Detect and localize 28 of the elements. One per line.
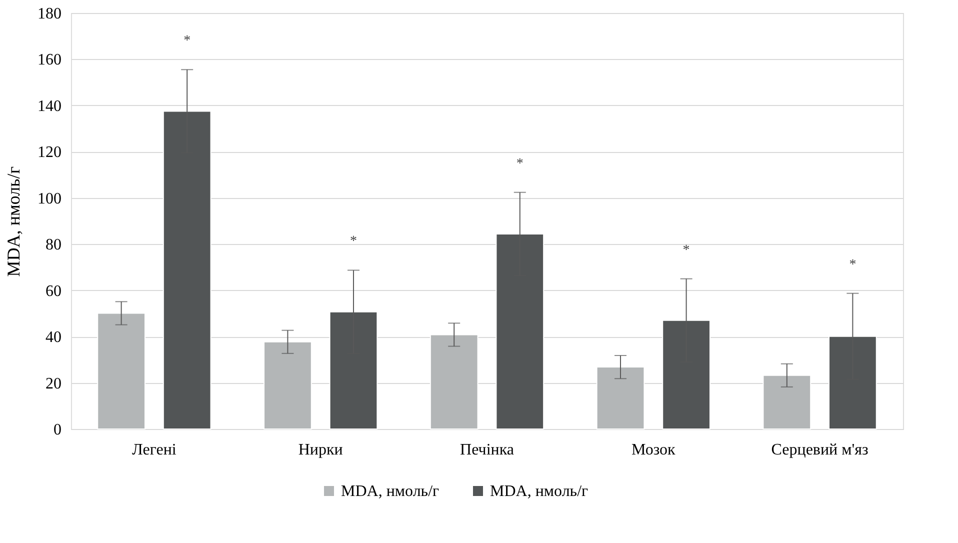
annotation: * <box>682 242 690 258</box>
y-tick-label: 40 <box>46 329 62 346</box>
x-tick-label: Нирки <box>298 442 344 458</box>
bar <box>264 341 312 430</box>
annotation: * <box>516 156 524 172</box>
y-tick-label: 120 <box>38 144 62 162</box>
y-tick-label: 100 <box>38 190 62 208</box>
bar <box>596 366 645 430</box>
y-tick-label: 140 <box>38 98 62 115</box>
bar <box>430 334 478 430</box>
x-tick-label: Мозок <box>631 442 676 458</box>
bar <box>762 374 812 430</box>
y-tick-label: 60 <box>46 282 62 300</box>
bar <box>97 312 146 430</box>
annotation: * <box>849 257 856 272</box>
annotation: * <box>184 34 191 49</box>
x-tick-label: Серцевий м'яз <box>771 442 868 458</box>
y-tick-label: 0 <box>54 422 62 438</box>
y-axis-title: MDA, нмоль/г <box>4 166 24 277</box>
y-tick-label: 160 <box>38 52 62 69</box>
x-tick-label: Легені <box>132 442 177 458</box>
annotation: * <box>350 234 357 250</box>
y-tick-label: 20 <box>46 375 62 392</box>
y-tick-label: 180 <box>38 6 62 22</box>
x-tick-label: Печінка <box>460 442 514 458</box>
y-tick-label: 80 <box>46 236 62 254</box>
legend-label: MDA, нмоль/г <box>490 483 589 500</box>
legend-label: MDA, нмоль/г <box>341 483 440 500</box>
